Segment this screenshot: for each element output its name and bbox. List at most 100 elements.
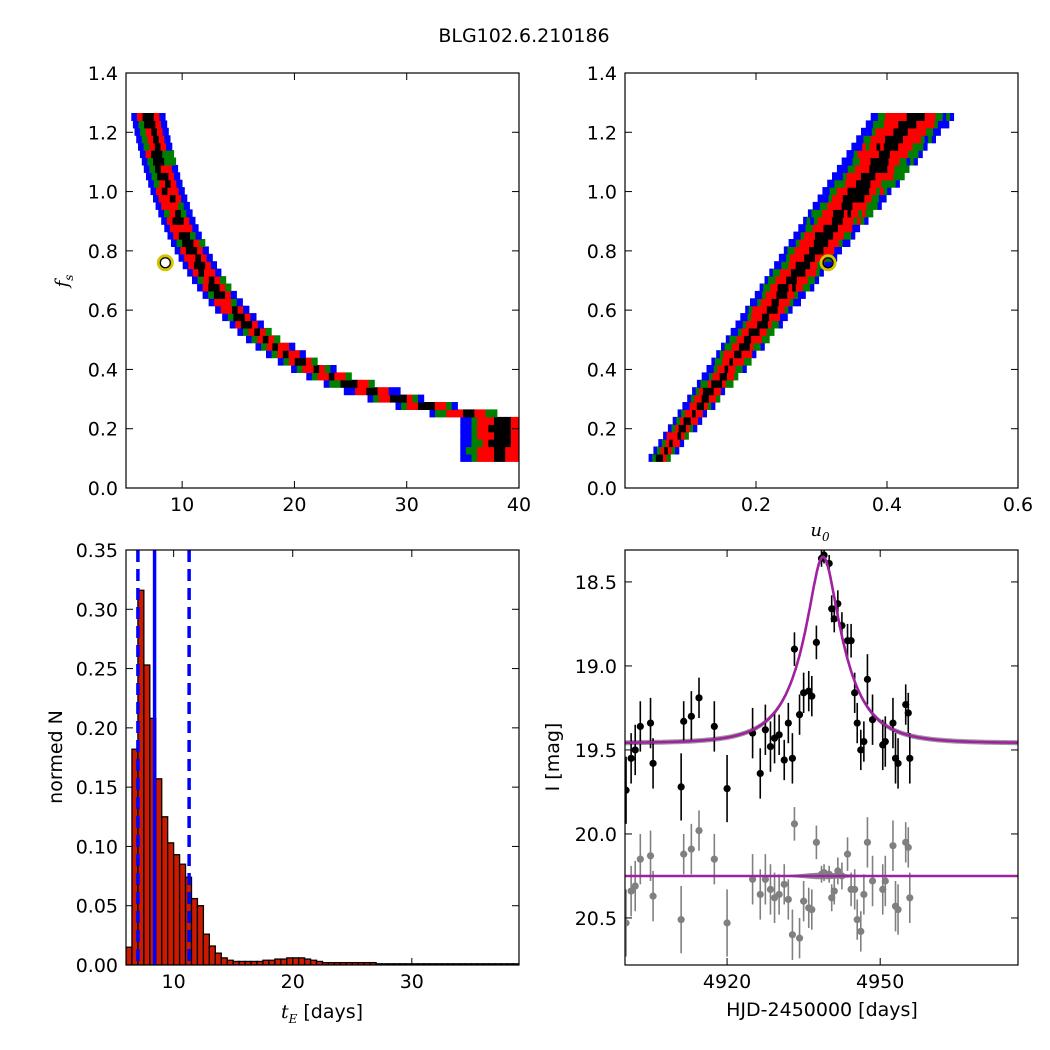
density-cell xyxy=(429,402,436,410)
density-cell xyxy=(440,402,447,410)
density-cell xyxy=(690,416,695,425)
histogram-bar xyxy=(268,959,276,965)
density-cell xyxy=(806,261,811,270)
y-tick-label: 0.0 xyxy=(88,478,118,500)
density-cell xyxy=(793,298,798,307)
density-cell xyxy=(754,313,759,322)
density-cell xyxy=(886,172,891,181)
density-cell xyxy=(741,327,746,336)
density-cell xyxy=(813,216,819,225)
density-cell xyxy=(465,453,473,462)
density-cell xyxy=(722,379,727,388)
density-cell xyxy=(186,224,193,233)
density-cell xyxy=(798,268,803,277)
density-cell xyxy=(173,231,180,240)
density-cell xyxy=(494,416,501,425)
density-cell xyxy=(743,313,749,322)
density-cell xyxy=(136,135,143,144)
density-cell xyxy=(172,201,179,210)
density-cell xyxy=(189,253,196,262)
density-cell xyxy=(751,335,756,344)
density-cell xyxy=(818,231,823,240)
density-cell xyxy=(471,439,478,448)
density-cell xyxy=(214,298,221,307)
density-cell xyxy=(787,290,792,299)
density-cell xyxy=(741,350,746,359)
density-cell xyxy=(170,179,177,188)
density-cell xyxy=(830,224,835,233)
density-cell xyxy=(776,290,781,299)
density-cell xyxy=(758,313,763,322)
density-cell xyxy=(749,342,754,351)
density-cell xyxy=(927,120,932,129)
density-cell xyxy=(833,209,838,218)
density-cell xyxy=(151,172,158,181)
density-cell xyxy=(900,172,905,181)
density-cell xyxy=(383,387,390,396)
density-cell xyxy=(877,179,882,188)
x-tick-label: 4950 xyxy=(856,971,904,993)
density-cell xyxy=(197,283,204,292)
density-cell xyxy=(859,157,864,166)
density-cell xyxy=(839,172,844,181)
density-cell xyxy=(836,187,841,196)
y-tick-label: 19.0 xyxy=(575,656,617,678)
histogram-bar xyxy=(220,957,228,965)
density-cell xyxy=(821,194,826,203)
density-cell xyxy=(181,194,188,203)
y-tick-label: 0.6 xyxy=(88,300,118,322)
density-cell xyxy=(736,357,741,366)
density-cell xyxy=(673,431,679,440)
density-cell xyxy=(874,157,879,166)
density-cell xyxy=(711,379,716,388)
density-cell xyxy=(770,305,775,314)
density-cell xyxy=(924,113,929,121)
density-cell xyxy=(259,327,267,336)
density-cell xyxy=(138,142,145,151)
density-cell xyxy=(729,357,734,366)
density-cell xyxy=(810,283,815,292)
tE-histogram-lines xyxy=(136,550,191,965)
density-cell xyxy=(499,416,506,425)
density-cell xyxy=(516,453,519,462)
density-cell xyxy=(870,179,875,188)
density-cell xyxy=(839,194,844,203)
density-cell xyxy=(700,379,705,388)
density-cell xyxy=(883,164,888,173)
y-tick-label: 0.00 xyxy=(76,955,118,977)
density-cell xyxy=(707,379,712,388)
density-cell xyxy=(823,201,828,210)
density-cell xyxy=(761,313,767,322)
density-cell xyxy=(669,439,674,448)
density-cell xyxy=(471,416,478,425)
density-cell xyxy=(477,446,484,455)
density-cell xyxy=(860,194,865,203)
density-cell xyxy=(829,209,834,218)
density-cell xyxy=(823,246,828,255)
density-cell xyxy=(880,187,885,196)
density-cell xyxy=(693,424,698,433)
density-cell xyxy=(695,387,700,396)
density-cell xyxy=(945,120,950,129)
density-cell xyxy=(873,142,878,151)
density-cell xyxy=(840,231,845,240)
y-tick-label: 0.2 xyxy=(88,419,118,441)
residual-point xyxy=(677,916,685,924)
density-cell xyxy=(770,283,775,292)
histogram-bar xyxy=(161,816,169,965)
density-cell xyxy=(869,142,874,151)
data-point xyxy=(868,716,877,724)
density-cell xyxy=(154,142,161,151)
density-cell xyxy=(861,127,866,136)
density-cell xyxy=(667,424,673,433)
density-cell xyxy=(334,372,341,381)
density-cell xyxy=(833,187,838,196)
density-cell xyxy=(842,194,847,203)
density-cell xyxy=(153,179,160,188)
density-cell xyxy=(878,150,884,159)
density-cell xyxy=(734,350,739,359)
tE-histogram-frame xyxy=(125,549,520,966)
y-tick-label: 0.20 xyxy=(76,718,118,740)
density-cell xyxy=(877,113,883,121)
